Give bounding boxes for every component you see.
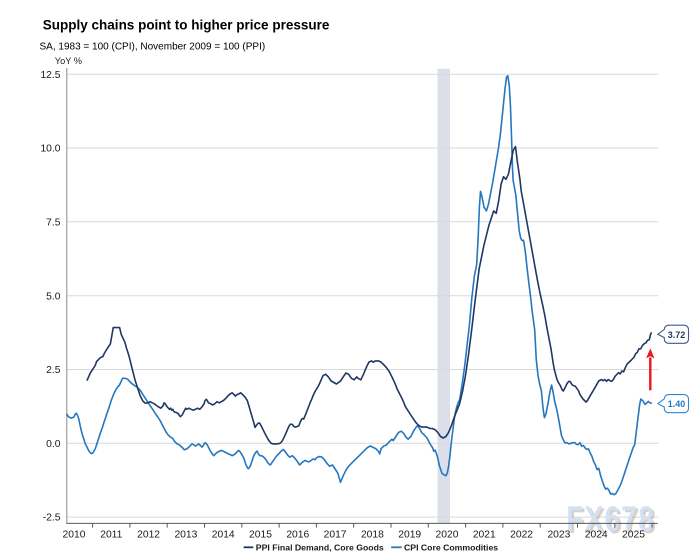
svg-text:2023: 2023 [547,530,570,541]
svg-text:2018: 2018 [361,530,384,541]
svg-text:12.5: 12.5 [40,70,60,81]
svg-text:2021: 2021 [473,530,496,541]
svg-text:2014: 2014 [212,530,235,541]
svg-text:2022: 2022 [510,530,533,541]
svg-text:CPI Core Commodities: CPI Core Commodities [404,543,498,553]
svg-text:5.0: 5.0 [46,291,61,302]
svg-text:2017: 2017 [324,530,347,541]
svg-text:2016: 2016 [286,530,309,541]
svg-text:2024: 2024 [585,530,608,541]
svg-text:YoY %: YoY % [55,56,82,66]
svg-text:2012: 2012 [137,530,160,541]
svg-text:2015: 2015 [249,530,272,541]
svg-text:1.40: 1.40 [668,399,686,409]
svg-text:FX678: FX678 [567,500,656,538]
svg-text:PPI Final Demand, Core Goods: PPI Final Demand, Core Goods [256,543,384,553]
svg-text:-2.5: -2.5 [43,513,61,524]
svg-text:7.5: 7.5 [46,217,61,228]
svg-text:2010: 2010 [63,530,86,541]
svg-text:2013: 2013 [174,530,197,541]
svg-text:2.5: 2.5 [46,365,61,376]
svg-text:10.0: 10.0 [40,144,60,155]
svg-text:2019: 2019 [398,530,421,541]
svg-text:0.0: 0.0 [46,439,61,450]
svg-text:3.72: 3.72 [668,330,686,340]
svg-text:2011: 2011 [100,530,122,541]
svg-text:2025: 2025 [622,530,645,541]
svg-text:Supply chains point to higher: Supply chains point to higher price pres… [43,18,330,33]
svg-text:2020: 2020 [436,530,459,541]
svg-text:FX678: FX678 [569,503,658,541]
svg-text:SA, 1983 = 100 (CPI), November: SA, 1983 = 100 (CPI), November 2009 = 10… [40,42,266,53]
